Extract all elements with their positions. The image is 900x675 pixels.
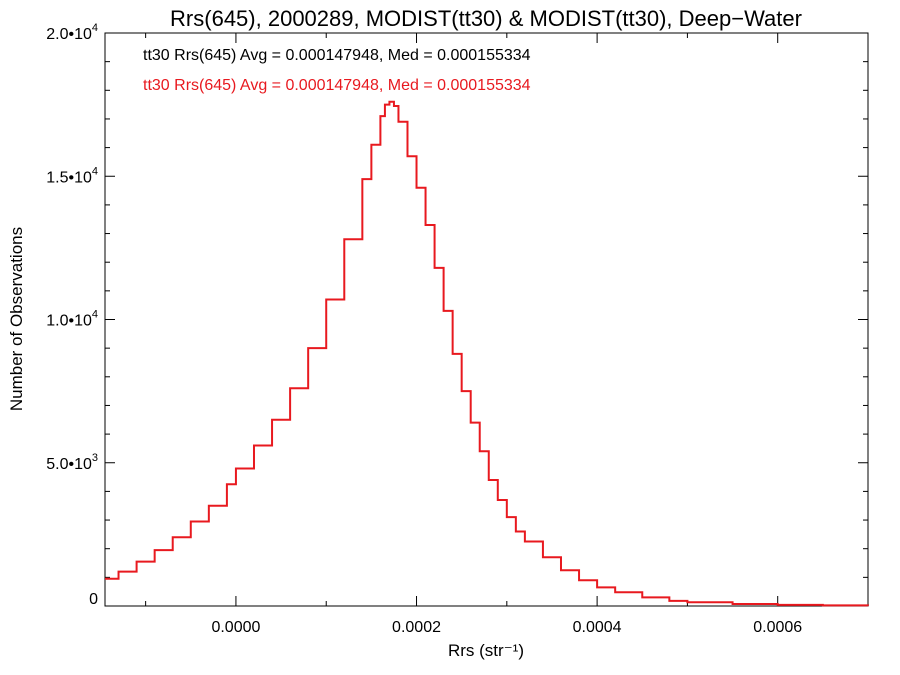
annotation-red: tt30 Rrs(645) Avg = 0.000147948, Med = 0…	[143, 77, 531, 94]
series-line-0	[105, 100, 869, 607]
y-axis-label: Number of Observations	[7, 227, 26, 411]
y-axis: 0 5.0•103 1.0•104 1.5•104 2.0•104	[46, 22, 868, 608]
y-tick-label: 2.0•104	[46, 22, 98, 43]
y-tick-label: 1.5•104	[46, 165, 98, 186]
x-axis: 0.0000 0.0002 0.0004 0.0006	[145, 33, 869, 636]
y-tick-label: 0	[89, 591, 98, 608]
y-tick-label: 5.0•103	[46, 452, 98, 473]
x-tick-label: 0.0000	[211, 619, 260, 636]
plot-frame	[104, 32, 869, 607]
chart-title: Rrs(645), 2000289, MODIST(tt30) & MODIST…	[170, 6, 802, 31]
x-tick-label: 0.0006	[753, 619, 802, 636]
x-tick-label: 0.0002	[392, 619, 441, 636]
x-axis-label: Rrs (str⁻¹)	[448, 641, 524, 660]
series-layer	[105, 100, 869, 607]
annotation-black: tt30 Rrs(645) Avg = 0.000147948, Med = 0…	[143, 47, 531, 64]
y-tick-label: 1.0•104	[46, 309, 98, 330]
x-tick-label: 0.0004	[573, 619, 622, 636]
